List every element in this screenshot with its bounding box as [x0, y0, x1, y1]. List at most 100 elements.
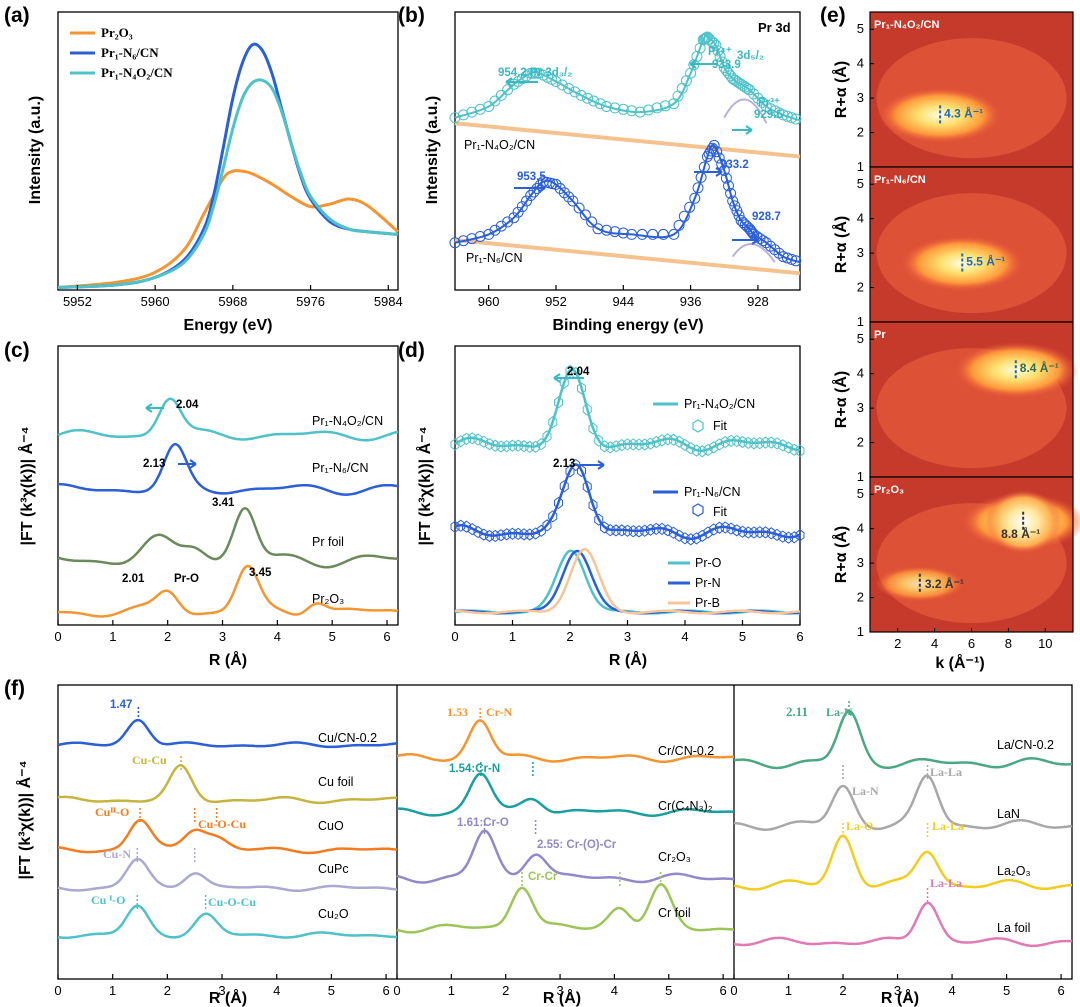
ann-f3-211: 2.11: [786, 704, 808, 719]
fit-marker-n4o2: [749, 437, 759, 450]
marker-Pr1-N6/CN: [747, 227, 759, 239]
axes-frame-b: [454, 11, 801, 291]
marker-Pr1-N4O2/CN: [723, 67, 734, 79]
ann-f3-lala2: La-La: [932, 819, 964, 833]
fit-marker-n6: [490, 529, 500, 543]
panel-label-f: (f): [4, 677, 25, 700]
marker-Pr1-N4O2/CN: [495, 89, 507, 101]
series-group-d: [450, 364, 805, 615]
map-yticklabel-1-2: 3: [857, 245, 864, 260]
label-c-n4o2: Pr₁-N₄O₂/CN: [312, 414, 383, 428]
fit-marker-n6: [646, 523, 655, 536]
label-f1-cucn: Cu/CN-0.2: [318, 731, 377, 745]
map-yticklabel-2-0: 1: [857, 469, 864, 484]
f3-x-ticklabel-4: 4: [948, 983, 955, 998]
fit-marker-n6: [479, 528, 489, 541]
label-f1-cuo: CuO: [318, 819, 344, 833]
ann-b-954: 954.2 Pr 3d₃/₂: [498, 67, 572, 79]
fit-marker-n6: [738, 525, 747, 538]
f2-x-ticklabel-3: 3: [556, 983, 563, 998]
map-xticklabel-1: 4: [931, 636, 938, 651]
fit-marker-n6: [772, 528, 782, 542]
f3-x-ticklabel-1: 1: [785, 983, 792, 998]
d-x-ticklabel-3: 3: [624, 629, 631, 644]
marker-Pr1-N6/CN: [760, 237, 772, 249]
marker-Pr1-N6/CN: [573, 202, 585, 214]
arrow-b-4: [514, 183, 546, 193]
map-yticklabel-2-4: 5: [857, 331, 864, 346]
fit-marker-n6: [450, 520, 460, 533]
ann-f1-147: 1.47: [110, 699, 132, 711]
ann-f2-255: 2.55: Cr-(O)-Cr: [537, 839, 617, 851]
fit-marker-n6: [743, 526, 753, 539]
fit-marker-n6: [703, 526, 713, 539]
fit-marker-n6: [456, 519, 466, 532]
panel-label-d: (d): [398, 339, 425, 362]
line-f2-0: [396, 719, 735, 764]
legend-d-label-5: Pr-O: [695, 556, 722, 570]
marker-Pr1-N6/CN: [781, 252, 793, 264]
line-f1-0: [57, 718, 398, 749]
marker-Pr1-N4O2/CN: [449, 112, 461, 124]
ann-f3-lao: La-O: [846, 819, 873, 833]
ann-b-929-5: 929.5: [754, 109, 783, 121]
map-yticklabel-3-4: 5: [857, 486, 864, 501]
arrow-b-2: [689, 59, 718, 69]
line-f3-0: [733, 709, 1073, 770]
chart-e: Pr₁-N₄O₂/CN 4.3 Å⁻¹ 1 2 3 4 5 R+α (Å) Pr₁-N₆/CN 5…: [831, 11, 1080, 672]
label-f3-lacn: La/CN-0.2: [997, 738, 1054, 752]
marker-Pr1-N6/CN: [483, 228, 495, 240]
fit-marker-n4o2: [703, 443, 713, 457]
map-label-Pr1-N6/CN: 5.5 Å⁻¹: [966, 253, 1005, 268]
legend-d-marker-4: [692, 503, 704, 517]
fit-marker-n6: [473, 525, 483, 539]
line-f3-3: [733, 901, 1073, 948]
fit-marker-n4o2: [761, 436, 770, 449]
ann-b-928-7: 928.7: [752, 211, 781, 223]
fit-marker-n4o2: [519, 440, 529, 453]
ann-c-201: 2.01: [122, 573, 145, 585]
fit-marker-n6: [542, 519, 552, 532]
marker-Pr1-N6/CN: [558, 187, 570, 199]
map-title-Pr1-N6/CN: Pr₁-N₆/CN: [874, 174, 926, 186]
xlabel-b: Binding energy (eV): [552, 317, 703, 334]
fit-marker-n4o2: [600, 440, 609, 453]
marker-Pr1-N6/CN: [502, 216, 514, 228]
line-f2-2: [396, 829, 735, 884]
marker-Pr1-N6/CN: [525, 190, 537, 201]
arrow-c-1: [145, 403, 164, 413]
line-f2-3: [396, 883, 735, 934]
marker-Pr1-N6/CN: [512, 206, 524, 218]
line-f1-2: [57, 818, 398, 855]
fit-marker-n4o2: [536, 437, 546, 451]
line-Pr2O3: [57, 169, 399, 289]
d-x-ticklabel-0: 0: [451, 629, 458, 644]
fit-marker-n4o2: [772, 437, 782, 450]
fit-marker-n4o2: [577, 382, 586, 395]
legend-d-label-2: Fit: [713, 419, 727, 433]
background-n6: [454, 237, 801, 276]
marker-Pr1-N4O2/CN: [601, 101, 612, 112]
marker-Pr1-N6/CN: [563, 191, 575, 203]
b-x-ticklabel-4: 928: [747, 294, 769, 309]
marker-Pr1-N6/CN: [790, 255, 802, 267]
marker-Pr1-N6/CN: [708, 139, 720, 151]
component-prn: [454, 549, 801, 615]
panel-label-a: (a): [4, 4, 30, 27]
fit-marker-n6: [640, 524, 650, 537]
fit-marker-n4o2: [554, 396, 563, 409]
fit-marker-n4o2: [490, 439, 500, 452]
marker-Pr1-N6/CN: [586, 216, 598, 228]
f1-x-ticklabel-0: 0: [54, 983, 61, 998]
fit-marker-n6: [559, 480, 569, 493]
label-f2-crcn: Cr/CN-0.2: [658, 744, 714, 758]
fit-marker-n4o2: [525, 440, 535, 454]
fit-marker-n4o2: [450, 438, 460, 451]
map-yticklabel-2-1: 2: [857, 435, 864, 450]
fit-marker-n6: [663, 524, 673, 537]
fit-marker-n4o2: [485, 437, 494, 451]
fit-marker-n6: [554, 496, 563, 509]
fit-marker-n6: [755, 526, 765, 539]
marker-Pr1-N4O2/CN: [712, 45, 724, 57]
legend-d-label-7: Pr-B: [695, 596, 720, 610]
